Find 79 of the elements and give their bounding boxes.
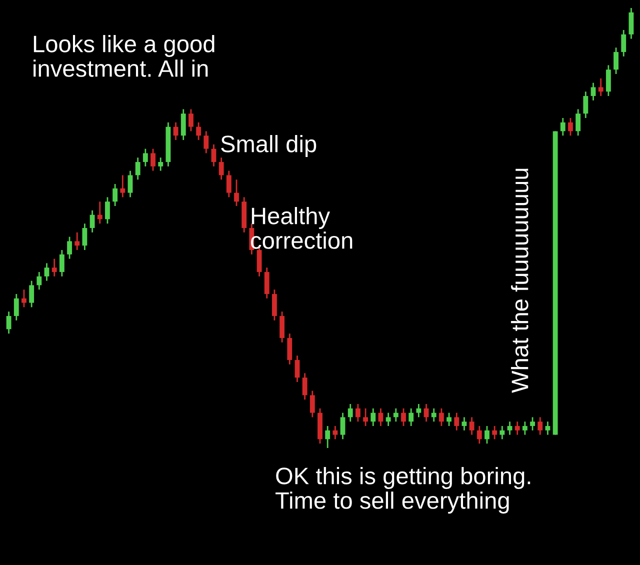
candlestick (454, 412, 460, 432)
candlestick (386, 412, 391, 427)
candlestick (606, 64, 611, 97)
candlestick (226, 170, 232, 198)
candlestick (14, 293, 19, 322)
candlestick (97, 200, 102, 224)
candlestick (355, 403, 360, 422)
candlestick (158, 156, 164, 172)
candlestick (120, 174, 126, 198)
candlestick (576, 108, 581, 136)
candlestick (614, 46, 618, 75)
candlestick (302, 372, 308, 400)
candlestick (272, 288, 277, 322)
candlestick (52, 258, 57, 278)
candlestick (36, 271, 42, 290)
candlestick (530, 416, 535, 432)
candlestick (234, 178, 239, 207)
candlestick (173, 122, 178, 141)
candlestick (218, 156, 224, 180)
candlestick (401, 408, 406, 427)
candlestick (59, 249, 64, 278)
candlestick (393, 408, 398, 422)
candlestick (507, 420, 512, 436)
candlestick (590, 82, 596, 102)
candlestick (135, 156, 140, 180)
candlestick (446, 412, 452, 427)
candlestick (522, 420, 528, 436)
candlestick (74, 232, 80, 251)
candlestick (484, 425, 490, 444)
candlestick (150, 148, 156, 172)
candlestick (462, 416, 467, 432)
candlestick (340, 412, 346, 440)
candlestick (90, 210, 95, 234)
annotation: Looks like a good investment. All in (34, 35, 214, 77)
candlestick (431, 408, 436, 422)
candlestick (370, 408, 376, 427)
annotation: Small dip (221, 135, 316, 158)
candlestick (628, 8, 634, 40)
candlestick (6, 310, 12, 334)
candlestick (204, 130, 209, 154)
candlestick (287, 332, 292, 366)
candlestick (492, 425, 498, 440)
candlestick (560, 117, 566, 136)
candlestick (545, 420, 550, 436)
candlestick (514, 420, 520, 436)
candlestick (363, 408, 368, 427)
annotation: What the fuuuuuuuuu (510, 168, 528, 393)
candlestick (180, 108, 186, 141)
candlestick (188, 108, 194, 132)
candlestick (583, 90, 588, 119)
candlestick (196, 122, 202, 141)
candlestick (438, 408, 444, 427)
candlestick (310, 390, 315, 418)
candlestick (22, 288, 26, 308)
candlestick (408, 408, 414, 427)
candlestick (105, 196, 110, 224)
candlestick (294, 354, 300, 383)
candlestick (325, 425, 330, 448)
candlestick (112, 183, 118, 207)
candlestick (128, 170, 133, 198)
candlestick (416, 403, 422, 418)
candlestick (264, 266, 270, 300)
candlestick (332, 425, 338, 440)
candlestick (67, 236, 72, 260)
text: OK this is getting boring. Time to sell everything (276, 467, 530, 514)
candlestick (598, 78, 604, 97)
candlestick (280, 310, 285, 344)
candlestick (538, 416, 543, 436)
candlestick (500, 425, 505, 440)
candlestick (44, 262, 50, 282)
candlestick (348, 403, 353, 422)
candlestick (621, 29, 626, 58)
candlestick (82, 222, 88, 251)
candlestick (211, 144, 216, 168)
candlestick (568, 117, 573, 136)
candlestick (476, 425, 482, 444)
candlestick (29, 280, 34, 308)
candlestick (142, 148, 148, 168)
candlestick (469, 416, 474, 436)
